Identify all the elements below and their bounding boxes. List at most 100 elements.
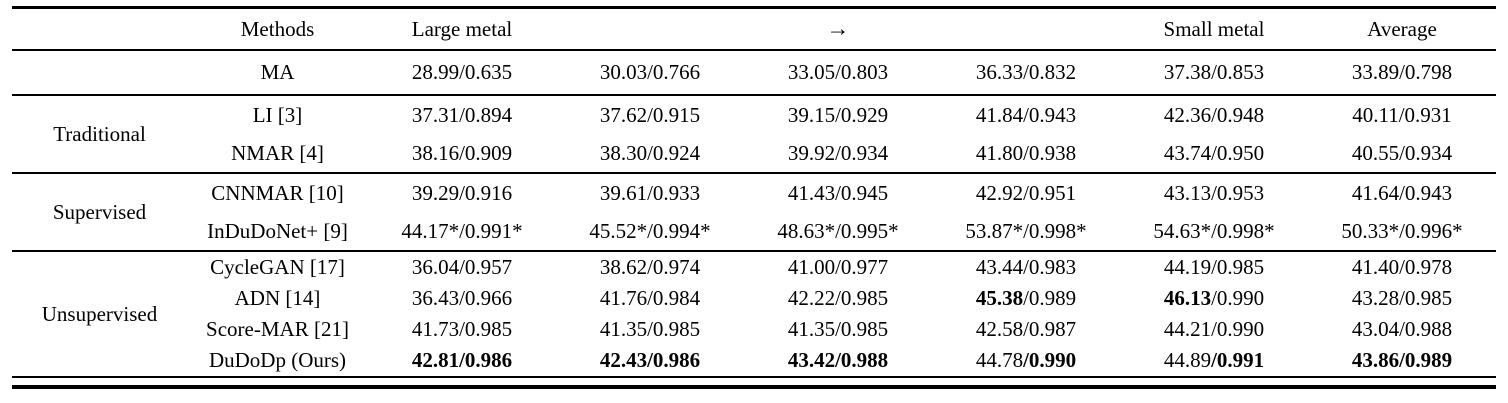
header-large-metal: Large metal <box>411 16 513 41</box>
metric-value: 42.92/0.951 <box>975 180 1077 205</box>
metric-value: 41.40/0.978 <box>1351 255 1453 279</box>
metric-value: 41.64/0.943 <box>1351 180 1453 205</box>
table-row: InDuDoNet+ [9] 44.17*/0.991* 45.52*/0.994*… <box>12 212 1496 251</box>
results-table-container: Methods Large metal → Small metal Averag… <box>12 6 1496 389</box>
metric-cell: 44.21/0.990 <box>1120 314 1308 345</box>
table-row: DuDoDp (Ours) 42.81/0.986 42.43/0.986 43.42… <box>12 345 1496 377</box>
metric-value: 38.62/0.974 <box>599 255 701 279</box>
header-methods: Methods <box>240 16 315 41</box>
metric-cell: 41.76/0.984 <box>556 283 744 314</box>
metric-value: 30.03/0.766 <box>599 60 701 84</box>
method-cell: DuDoDp (Ours) <box>208 348 347 372</box>
metric-cell: 48.63*/0.995* <box>744 212 932 251</box>
metric-value: 33.89/0.798 <box>1351 60 1453 84</box>
metric-cell: 37.38/0.853 <box>1120 50 1308 95</box>
method-cell: MA <box>260 60 295 84</box>
group-label: Supervised <box>52 199 147 224</box>
metric-cell: 36.04/0.957 <box>368 251 556 283</box>
metric-cell: 44.17*/0.991* <box>368 212 556 251</box>
metric-value: 42.22/0.985 <box>787 286 889 310</box>
table-row: Score-MAR [21] 41.73/0.985 41.35/0.985 41.3… <box>12 314 1496 345</box>
metric-cell: 37.31/0.894 <box>368 95 556 134</box>
metric-value: 44.21/0.990 <box>1163 317 1265 341</box>
metric-value: 28.99/0.635 <box>411 60 513 84</box>
metric-value: 41.35/0.985 <box>787 317 889 341</box>
metric-value: 36.43/0.966 <box>411 286 513 310</box>
metric-cell: 39.29/0.916 <box>368 173 556 212</box>
metric-value: 45.52*/0.994* <box>589 218 711 243</box>
metric-cell: 41.40/0.978 <box>1308 251 1496 283</box>
metric-cell: 39.92/0.934 <box>744 134 932 173</box>
metric-value: 42.58/0.987 <box>975 317 1077 341</box>
metric-value: 36.04/0.957 <box>411 255 513 279</box>
metric-value: 43.74/0.950 <box>1163 140 1265 165</box>
metric-ssim: /0.990 <box>1023 348 1077 372</box>
metric-value: 43.42/0.988 <box>787 348 889 372</box>
method-cell: CNNMAR [10] <box>211 180 344 205</box>
metric-value: 43.44/0.983 <box>975 255 1077 279</box>
metric-cell: 33.89/0.798 <box>1308 50 1496 95</box>
group-label: Traditional <box>53 121 146 146</box>
metric-cell: 43.04/0.988 <box>1308 314 1496 345</box>
table-row: MA 28.99/0.635 30.03/0.766 33.05/0.803 36.33… <box>12 50 1496 95</box>
method-group: MA 28.99/0.635 30.03/0.766 33.05/0.803 36.33… <box>12 50 1496 95</box>
metric-cell: 45.38/0.989 <box>932 283 1120 314</box>
metric-value: 43.04/0.988 <box>1351 317 1453 341</box>
header-group-spacer <box>12 8 187 51</box>
metric-psnr: 46.13 <box>1163 286 1212 310</box>
metric-value: 44.17*/0.991* <box>401 218 523 243</box>
metric-cell: 42.81/0.986 <box>368 345 556 377</box>
method-cell: InDuDoNet+ [9] <box>207 218 348 243</box>
table-row: ADN [14] 36.43/0.966 41.76/0.984 42.22/0.98… <box>12 283 1496 314</box>
group-label <box>12 50 187 95</box>
right-arrow-icon: → <box>826 16 850 41</box>
metric-ssim: /0.990 <box>1211 286 1265 310</box>
metric-value: 41.73/0.985 <box>411 317 513 341</box>
metric-value: 54.63*/0.998* <box>1153 218 1275 243</box>
metric-value: 41.80/0.938 <box>975 140 1077 165</box>
metric-value: 33.05/0.803 <box>787 60 889 84</box>
group-label: Unsupervised <box>41 301 158 326</box>
method-cell: CycleGAN [17] <box>210 255 345 279</box>
metric-ssim: /0.991 <box>1211 348 1265 372</box>
metric-value: 41.35/0.985 <box>599 317 701 341</box>
metric-cell: 38.62/0.974 <box>556 251 744 283</box>
table-row: Traditional LI [3] 37.31/0.894 37.62/0.915 3… <box>12 95 1496 146</box>
metric-value: 40.55/0.934 <box>1351 140 1453 165</box>
method-group: Unsupervised CycleGAN [17] 36.04/0.957 38.6… <box>12 251 1496 377</box>
metric-value: 39.15/0.929 <box>787 102 889 127</box>
method-cell: NMAR [4] <box>231 140 324 165</box>
metric-value: 39.61/0.933 <box>599 180 701 205</box>
metric-cell: 42.22/0.985 <box>744 283 932 314</box>
table-row: NMAR [4] 38.16/0.909 38.30/0.924 39.92/0.93… <box>12 134 1496 173</box>
metric-value: 48.63*/0.995* <box>777 218 899 243</box>
metric-value: 42.81/0.986 <box>411 348 513 372</box>
metric-cell: 39.61/0.933 <box>556 173 744 212</box>
metric-value: 44.19/0.985 <box>1163 255 1265 279</box>
metric-value: 37.62/0.915 <box>599 102 701 127</box>
header-spacer-1 <box>556 8 744 51</box>
metric-cell: 40.11/0.931 <box>1308 95 1496 134</box>
table-header: Methods Large metal → Small metal Averag… <box>12 7 1496 51</box>
metric-value: 41.00/0.977 <box>787 255 889 279</box>
metric-cell: 43.86/0.989 <box>1308 345 1496 377</box>
metric-cell: 42.43/0.986 <box>556 345 744 377</box>
metric-cell: 41.64/0.943 <box>1308 173 1496 212</box>
metric-value: 39.92/0.934 <box>787 140 889 165</box>
method-cell: LI [3] <box>252 102 303 127</box>
metric-value: 41.43/0.945 <box>787 180 889 205</box>
metric-value: 37.31/0.894 <box>411 102 513 127</box>
metric-value: 43.86/0.989 <box>1351 348 1453 372</box>
metric-cell: 45.52*/0.994* <box>556 212 744 251</box>
metric-ssim: /0.989 <box>1023 286 1077 310</box>
metric-cell: 37.62/0.915 <box>556 95 744 134</box>
metric-cell: 44.89/0.991 <box>1120 345 1308 377</box>
metric-cell: 43.42/0.988 <box>744 345 932 377</box>
metric-value: 43.13/0.953 <box>1163 180 1265 205</box>
metric-cell: 46.13/0.990 <box>1120 283 1308 314</box>
metric-cell: 28.99/0.635 <box>368 50 556 95</box>
metric-cell: 41.43/0.945 <box>744 173 932 212</box>
metric-value: 42.36/0.948 <box>1163 102 1265 127</box>
metric-value: 42.43/0.986 <box>599 348 701 372</box>
metric-value: 37.38/0.853 <box>1163 60 1265 84</box>
